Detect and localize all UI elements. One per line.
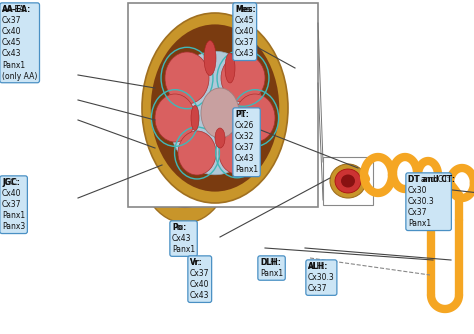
Text: PT:
Cx26
Cx32
Cx37
Cx43
Panx1: PT: Cx26 Cx32 Cx37 Cx43 Panx1: [235, 110, 258, 174]
Text: Mes:
Cx45
Cx40
Cx37
Cx43: Mes: Cx45 Cx40 Cx37 Cx43: [235, 5, 255, 58]
Ellipse shape: [330, 164, 366, 198]
Ellipse shape: [196, 151, 214, 169]
Ellipse shape: [225, 53, 235, 83]
Ellipse shape: [341, 174, 355, 187]
Ellipse shape: [151, 24, 279, 192]
Text: Po:: Po:: [172, 223, 186, 232]
Ellipse shape: [165, 52, 209, 104]
Text: DT and CT:: DT and CT:: [408, 175, 455, 184]
Ellipse shape: [201, 88, 239, 138]
Text: DT and CT:
Cx30
Cx30.3
Cx37
Panx1: DT and CT: Cx30 Cx30.3 Cx37 Panx1: [408, 175, 449, 228]
Text: AA-EA:: AA-EA:: [2, 5, 31, 14]
Text: AA-EA:
Cx37
Cx40
Cx45
Cx43
Panx1
(only AA): AA-EA: Cx37 Cx40 Cx45 Cx43 Panx1 (only A…: [2, 5, 37, 80]
Text: JGC:: JGC:: [2, 178, 20, 187]
Ellipse shape: [159, 126, 181, 148]
Text: Vr:
Cx37
Cx40
Cx43: Vr: Cx37 Cx40 Cx43: [190, 258, 210, 300]
Ellipse shape: [190, 127, 210, 147]
Text: ALH:
Cx30.3
Cx37: ALH: Cx30.3 Cx37: [308, 262, 335, 293]
Ellipse shape: [235, 94, 275, 142]
Text: Vr:: Vr:: [190, 258, 203, 267]
Ellipse shape: [178, 131, 216, 175]
Text: JGC:
Cx40
Cx37
Panx1
Panx3: JGC: Cx40 Cx37 Panx1 Panx3: [2, 178, 25, 231]
Ellipse shape: [335, 169, 361, 193]
Ellipse shape: [167, 51, 263, 175]
Text: Mes:: Mes:: [235, 5, 255, 14]
Ellipse shape: [142, 13, 288, 203]
Ellipse shape: [137, 87, 233, 223]
Ellipse shape: [156, 151, 174, 169]
Bar: [323, 157, 373, 205]
Text: PT:: PT:: [235, 110, 249, 119]
Ellipse shape: [221, 54, 265, 102]
Ellipse shape: [204, 40, 216, 75]
Text: Po:
Cx43
Panx1: Po: Cx43 Panx1: [172, 223, 195, 254]
Ellipse shape: [147, 102, 222, 208]
Bar: [128, 3, 318, 207]
Ellipse shape: [219, 132, 255, 174]
Ellipse shape: [159, 123, 211, 197]
Ellipse shape: [191, 106, 199, 131]
Ellipse shape: [215, 128, 225, 148]
Ellipse shape: [155, 94, 195, 142]
Text: ALH:: ALH:: [308, 262, 328, 271]
Text: DLH:: DLH:: [260, 258, 281, 267]
Ellipse shape: [176, 174, 194, 192]
Text: DLH:
Panx1: DLH: Panx1: [260, 258, 283, 278]
